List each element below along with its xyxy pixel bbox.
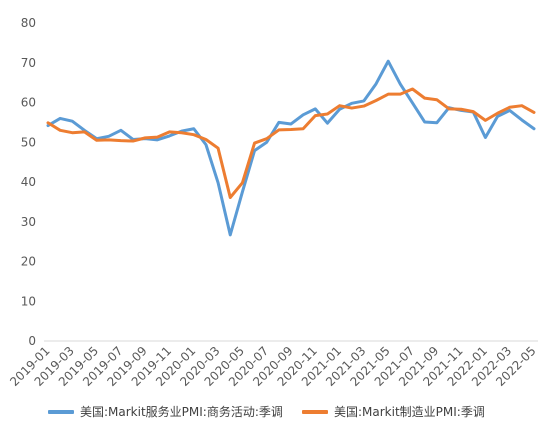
- legend-item-manufacturing: 美国:Markit制造业PMI:季调: [302, 403, 485, 420]
- y-axis: 0 10 20 30 40 50 60 70 80: [21, 16, 36, 348]
- series-layer: [46, 59, 536, 237]
- y-tick-label: 50: [21, 135, 36, 149]
- y-tick-label: 40: [21, 175, 36, 189]
- x-axis: 2019-012019-032019-052019-072019-092019-…: [7, 344, 538, 389]
- legend-item-services: 美国:Markit服务业PMI:商务活动:季调: [48, 403, 283, 420]
- y-tick-label: 10: [21, 294, 36, 308]
- y-tick-label: 20: [21, 255, 36, 269]
- legend-swatch-services: [48, 409, 74, 414]
- y-tick-label: 0: [28, 334, 36, 348]
- y-tick-label: 70: [21, 56, 36, 70]
- y-tick-label: 80: [21, 16, 36, 30]
- legend-label-manufacturing: 美国:Markit制造业PMI:季调: [334, 405, 485, 419]
- legend-label-services: 美国:Markit服务业PMI:商务活动:季调: [80, 405, 283, 419]
- y-tick-label: 60: [21, 96, 36, 110]
- legend: 美国:Markit服务业PMI:商务活动:季调 美国:Markit制造业PMI:…: [0, 403, 550, 427]
- y-tick-label: 30: [21, 215, 36, 229]
- legend-swatch-manufacturing: [302, 409, 328, 414]
- series-line-manufacturing: [46, 87, 536, 199]
- series-line-services: [46, 59, 536, 237]
